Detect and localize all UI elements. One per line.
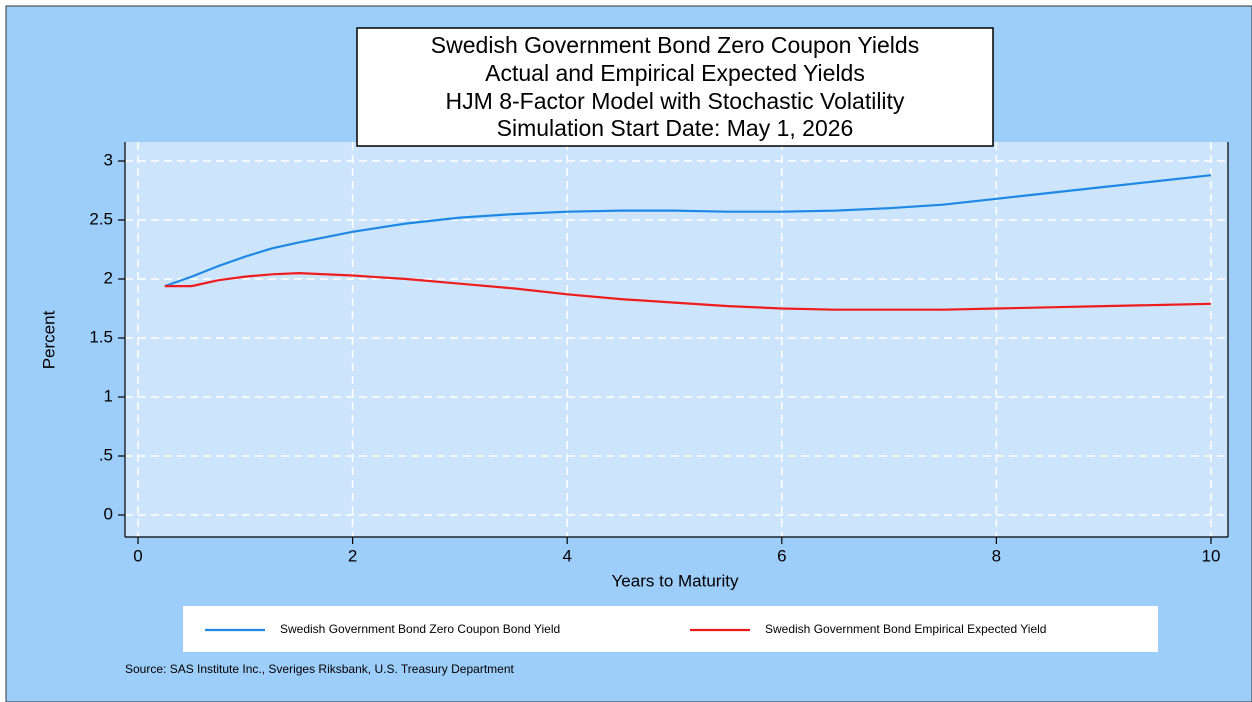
legend-box <box>183 606 1158 652</box>
y-tick-label: .5 <box>99 445 113 464</box>
y-tick-label: 0 <box>104 504 113 523</box>
x-tick-label: 0 <box>133 546 142 565</box>
y-tick-label: 1 <box>104 386 113 405</box>
y-axis-label: Percent <box>39 310 58 369</box>
y-tick-label: 3 <box>104 150 113 169</box>
x-tick-label: 4 <box>562 546 571 565</box>
source-note: Source: SAS Institute Inc., Sveriges Rik… <box>125 662 514 676</box>
plot-area <box>125 142 1228 537</box>
x-tick-label: 8 <box>992 546 1001 565</box>
y-tick-label: 1.5 <box>89 327 113 346</box>
x-tick-label: 2 <box>348 546 357 565</box>
series-line <box>164 271 1212 311</box>
chart-title: Actual and Empirical Expected Yields <box>485 60 865 86</box>
series-line <box>164 174 1212 288</box>
chart-title: Swedish Government Bond Zero Coupon Yiel… <box>431 32 919 58</box>
x-tick-label: 10 <box>1202 546 1221 565</box>
y-tick-label: 2.5 <box>89 209 113 228</box>
y-tick-label: 2 <box>104 268 113 287</box>
grid <box>125 142 1228 537</box>
legend-label: Swedish Government Bond Zero Coupon Bond… <box>280 622 560 636</box>
chart-title: HJM 8-Factor Model with Stochastic Volat… <box>446 88 905 114</box>
legend-label: Swedish Government Bond Empirical Expect… <box>765 622 1046 636</box>
x-tick-label: 6 <box>777 546 786 565</box>
chart-title: Simulation Start Date: May 1, 2026 <box>497 115 854 141</box>
x-axis-label: Years to Maturity <box>612 571 739 590</box>
title-box <box>356 27 994 147</box>
